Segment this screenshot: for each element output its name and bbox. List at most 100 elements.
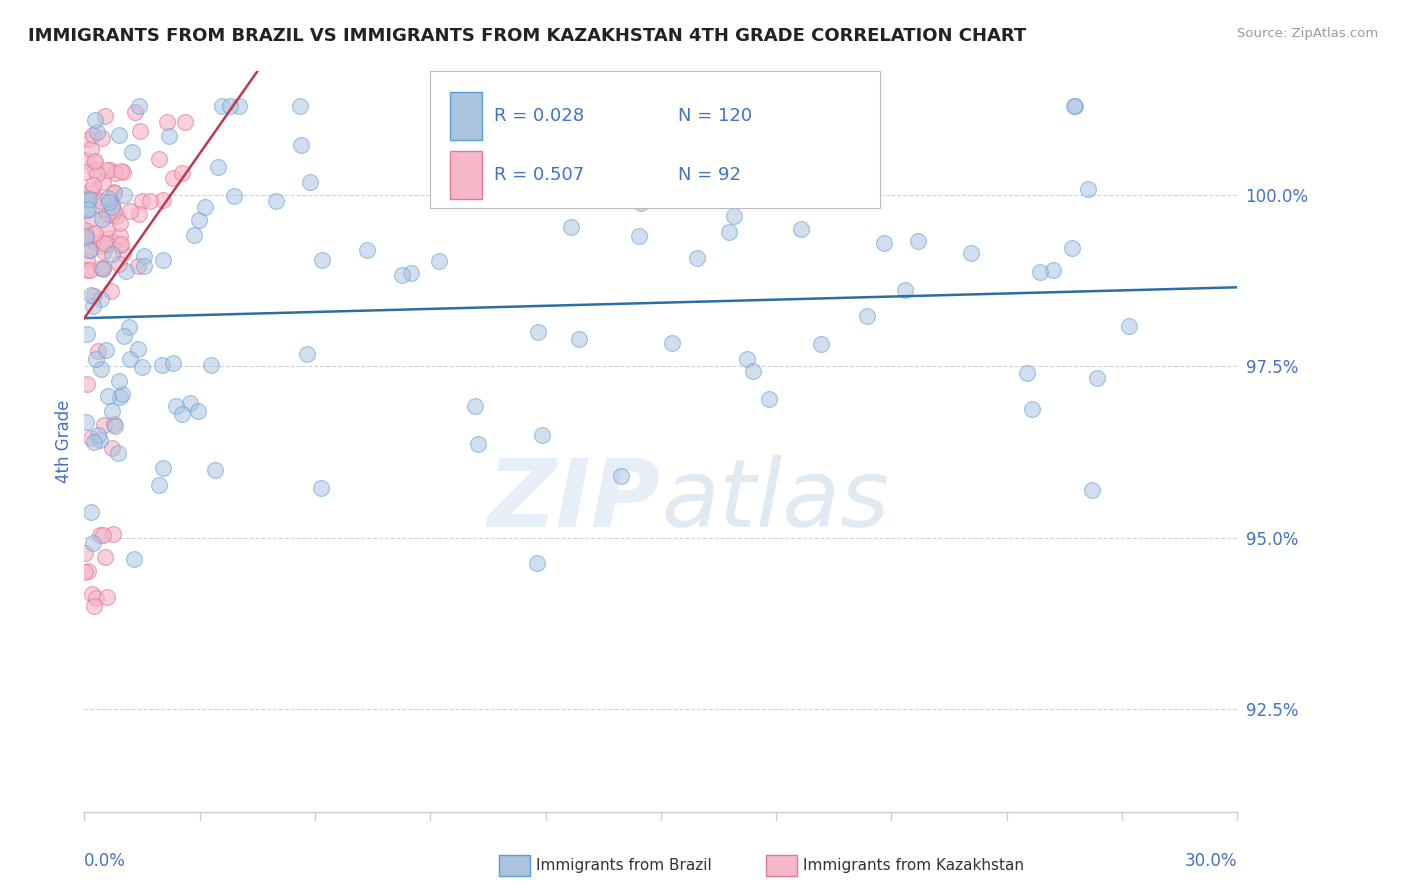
Point [224,188,246,202]
Point [98,195,121,210]
Point [91,175,114,189]
Point [112,188,135,202]
Point [630,196,652,211]
Point [530,428,553,442]
Point [101,200,124,214]
Point [101,205,124,219]
Point [467,437,489,451]
Point [100,284,122,298]
Point [526,556,548,570]
Point [204,463,226,477]
Point [111,386,134,401]
Point [96,343,118,357]
Point [111,165,134,179]
Point [83,153,105,168]
Point [103,185,125,199]
Point [79,262,101,277]
Point [560,220,582,235]
Point [118,319,141,334]
Point [83,599,105,613]
Point [94,109,117,123]
Point [90,211,112,226]
Point [299,175,322,189]
Point [77,131,100,145]
Point [82,211,104,225]
Point [148,478,170,492]
Point [77,243,100,257]
Point [112,329,135,343]
Point [82,299,104,313]
Point [873,235,896,250]
Point [170,407,193,421]
Point [108,216,131,230]
Point [127,342,149,356]
Point [472,192,495,206]
Point [80,142,103,156]
Point [84,352,107,367]
Point [101,208,124,222]
Point [90,260,112,275]
Point [686,251,709,265]
Point [93,418,115,433]
Point [108,374,131,388]
Point [77,192,100,206]
Point [90,238,112,252]
Point [150,358,173,372]
Point [90,362,112,376]
Point [98,163,121,178]
Y-axis label: 4th Grade: 4th Grade [55,400,73,483]
Point [84,226,107,240]
Point [1063,98,1085,112]
Point [610,468,633,483]
Point [464,400,486,414]
Point [96,236,118,251]
Point [91,528,114,542]
Point [156,115,179,129]
Point [77,565,100,579]
Point [1029,265,1052,279]
Point [97,191,120,205]
Point [73,565,96,579]
Point [101,441,124,455]
Point [80,288,103,302]
Text: 0.0%: 0.0% [84,853,127,871]
Point [628,229,651,244]
Point [83,289,105,303]
Point [82,186,104,201]
Point [76,263,98,277]
Point [75,165,97,179]
Point [97,207,120,221]
Point [165,399,187,413]
Point [129,124,152,138]
Point [391,268,413,282]
Point [75,546,97,560]
Point [1062,241,1084,255]
Point [128,207,150,221]
Point [112,246,135,260]
Text: N = 120: N = 120 [678,107,752,125]
Point [211,98,233,112]
Point [152,252,174,267]
Point [80,431,103,445]
Point [115,264,138,278]
Point [727,148,749,162]
Point [73,226,96,240]
Point [662,120,685,134]
Text: ZIP: ZIP [488,455,661,547]
Point [218,98,240,112]
Text: IMMIGRANTS FROM BRAZIL VS IMMIGRANTS FROM KAZAKHSTAN 4TH GRADE CORRELATION CHART: IMMIGRANTS FROM BRAZIL VS IMMIGRANTS FRO… [28,27,1026,45]
Point [107,446,129,460]
Point [86,167,108,181]
Text: N = 92: N = 92 [678,166,741,184]
Point [80,587,103,601]
Point [290,98,312,112]
Point [723,210,745,224]
Point [96,590,118,604]
Point [103,186,125,200]
Point [132,259,155,273]
Point [139,194,162,209]
Point [76,327,98,342]
Point [170,166,193,180]
Point [108,237,131,252]
Text: Immigrants from Brazil: Immigrants from Brazil [536,858,711,872]
